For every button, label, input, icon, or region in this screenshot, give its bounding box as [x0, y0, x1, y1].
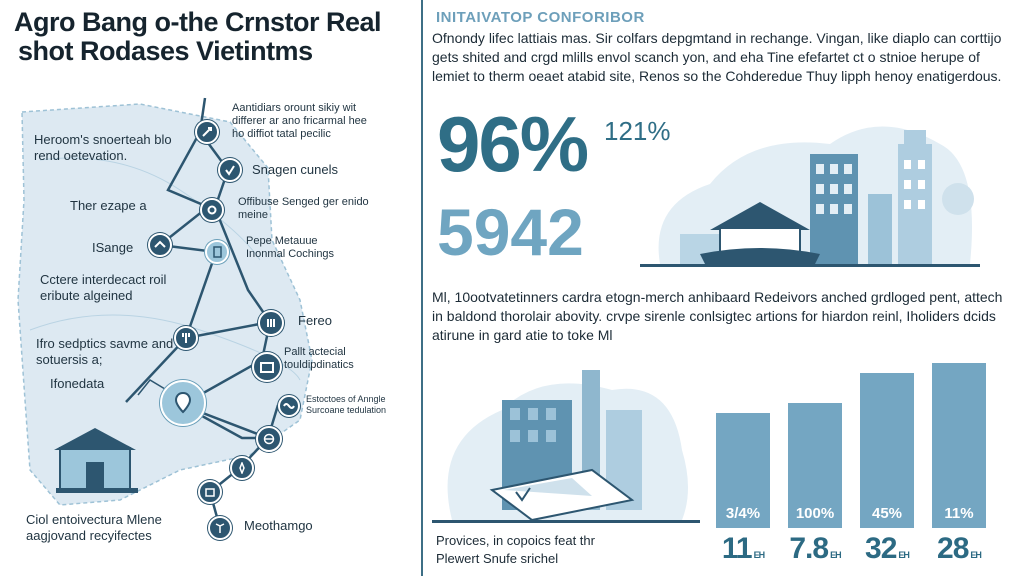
title-line-2: shot Rodases Vietintms	[18, 36, 313, 66]
bar-category-label: 100%	[795, 505, 835, 522]
title-line-1: Agro Bang o-the Crnstor Real	[14, 7, 382, 37]
bar-unit-label: EH	[898, 550, 909, 560]
node-10	[256, 426, 282, 452]
label-snagen: Snagen cunels	[252, 162, 339, 177]
tool-icon	[202, 127, 212, 137]
panel-divider	[421, 0, 423, 576]
wave-icon	[283, 403, 295, 409]
node-6	[174, 326, 198, 350]
node-2	[218, 158, 242, 182]
gear-icon	[207, 205, 217, 215]
label-offibuse: Offibuse Senged ger enido meine	[238, 196, 369, 221]
campus-illustration	[432, 370, 700, 523]
node-7	[258, 310, 284, 336]
label-estoctoes: Estoctoes of Anngle Surcoane tedulation	[306, 394, 387, 415]
chart-bar: 11%	[932, 363, 986, 528]
label-pallt: Pallt actecial touldipdinatics	[284, 346, 354, 371]
bar-value-label: 28 EH	[937, 532, 982, 565]
illustration-caption: Provices, in copoics feat thr Plewert Sn…	[436, 533, 595, 566]
stat-percentage-small: 121%	[604, 116, 671, 146]
bars-icon	[267, 319, 275, 327]
node-1	[195, 120, 219, 144]
stat-number: 5942	[437, 195, 584, 269]
body-paragraph: Ml, 10ootvatetinners cardra etogn-merch …	[432, 289, 1003, 343]
map-contour	[39, 157, 261, 261]
note-heroom: Heroom's snoerteah blo rend oetevation.	[34, 132, 172, 163]
note-ther-ezape: Ther ezape a	[70, 198, 147, 213]
note-cctere: Cctere interdecact roil eribute algeined	[40, 272, 167, 303]
palm-icon	[215, 523, 225, 533]
city-illustration	[640, 126, 980, 267]
bar-category-label: 11%	[944, 505, 974, 522]
package-icon	[260, 362, 274, 373]
note-isange: ISange	[92, 240, 134, 255]
fork-icon	[182, 333, 190, 343]
node-hub	[160, 380, 206, 426]
note-ifro: Ifro sedptics savme and sotuersis a;	[36, 336, 174, 367]
note-ifonedata: Ifonedata	[50, 376, 105, 391]
box-icon	[205, 488, 215, 497]
chart-bar: 45%	[860, 373, 914, 528]
node-8	[252, 352, 282, 382]
node-13	[208, 516, 232, 540]
bar-unit-label: EH	[753, 550, 765, 560]
intro-paragraph: Ofnondy lifec lattiais mas. Sir colfars …	[432, 30, 1002, 84]
section-heading: INITAIVATOP CONFORIBOR	[436, 9, 645, 26]
map-region	[17, 103, 313, 506]
node-3	[200, 198, 224, 222]
bar-category-label: 3/4%	[725, 505, 761, 522]
label-fereo: Fereo	[298, 313, 332, 328]
bar-chart: 3/4% 11 EH 100% 7.8 EH 45% 32 EH 11% 28 EH	[700, 330, 1010, 576]
document-icon	[213, 246, 222, 258]
check-icon	[225, 165, 235, 176]
bar-category-label: 45%	[871, 505, 903, 522]
bar-unit-label: EH	[970, 550, 981, 560]
stat-percentage: 96%	[437, 100, 589, 188]
chart-bar: 100%	[788, 403, 842, 528]
note-top-right: Aantidiars orount sikiy wit differer ar …	[232, 102, 367, 140]
compass-icon	[239, 462, 245, 474]
node-5	[205, 240, 229, 264]
bar-value-label: 32 EH	[865, 532, 910, 565]
bird-icon	[154, 240, 166, 248]
label-pepe: Pepe Metauue Inonmal Cochings	[246, 235, 335, 260]
chart-bar: 3/4%	[716, 413, 770, 528]
bar-value-label: 7.8 EH	[789, 532, 841, 565]
label-meothamgo: Meothamgo	[244, 518, 313, 533]
node-4	[148, 233, 172, 257]
globe-icon	[263, 433, 275, 445]
note-bottom: Ciol entoivectura Mlene aagjovand recyif…	[26, 512, 162, 543]
bar-value-label: 11 EH	[721, 532, 765, 565]
infographic-title: Agro Bang o-the Crnstor Real shot Rodase…	[14, 8, 414, 66]
node-9	[278, 395, 300, 417]
node-12	[198, 480, 222, 504]
house-illustration	[54, 428, 138, 493]
bar-unit-label: EH	[830, 550, 841, 560]
node-11	[230, 456, 254, 480]
map-pin-icon	[174, 391, 192, 414]
